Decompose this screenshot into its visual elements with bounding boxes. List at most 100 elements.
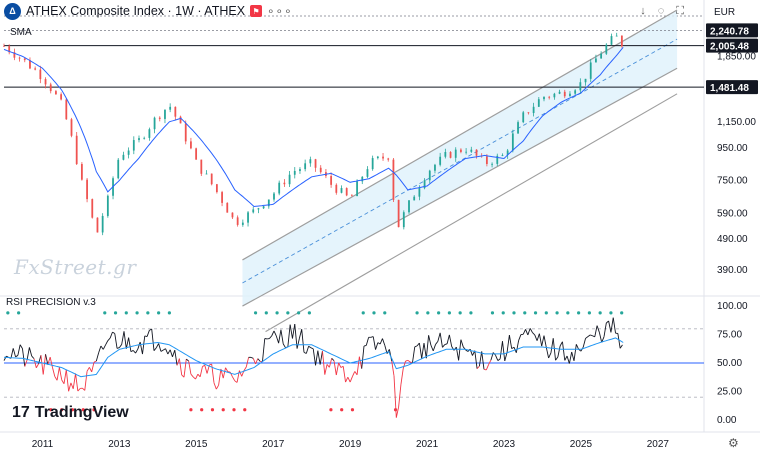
rsi-segment (315, 350, 319, 366)
arrow-down-icon[interactable]: ↓ (640, 5, 646, 17)
rsi-segment (58, 367, 63, 380)
candle-body (13, 52, 16, 58)
rsi-segment (564, 355, 568, 361)
rsi-signal-dot-green (533, 311, 538, 315)
candle-body (361, 176, 364, 182)
rsi-segment (552, 338, 556, 361)
candle-body (169, 106, 172, 110)
rsi-segment (12, 348, 16, 357)
candle-body (106, 195, 109, 216)
tradingview-branding[interactable]: 17 TradingView (12, 404, 129, 422)
candle-body (195, 148, 198, 160)
sma-indicator-label[interactable]: SMA (10, 27, 32, 38)
candle-body (39, 69, 42, 80)
rsi-segment (478, 351, 483, 367)
rsi-segment (322, 350, 326, 375)
candle-body (132, 140, 135, 151)
candle-body (439, 156, 442, 165)
candle-body (600, 53, 603, 59)
rsi-segment (608, 320, 612, 333)
rsi-segment (245, 357, 250, 367)
price-tick-label: 750.00 (717, 175, 748, 186)
rsi-signal-dot-green (469, 311, 473, 315)
channel-outer-line (265, 93, 678, 333)
candle-body (345, 188, 348, 196)
rsi-signal-dot-green (307, 311, 311, 315)
candle-body (75, 135, 78, 165)
rsi-segment (453, 346, 457, 351)
candle-body (91, 199, 94, 218)
rsi-segment (398, 384, 402, 408)
rsi-segment (93, 360, 97, 363)
candle-body (184, 123, 187, 142)
candle-body (517, 122, 519, 134)
candle-body (138, 138, 140, 141)
settings-icon[interactable]: ⚙ (728, 436, 739, 450)
rsi-segment (541, 335, 545, 347)
fullscreen-icon[interactable]: ⛶ (676, 5, 684, 17)
rsi-segment (176, 358, 180, 366)
rsi-segment (550, 338, 554, 353)
rsi-segment (142, 335, 146, 355)
rsi-signal-dot-green (555, 311, 559, 315)
rsi-segment (100, 345, 104, 350)
candle-body (454, 149, 457, 158)
candle-body (158, 117, 161, 119)
rsi-signal-dot-green (490, 311, 495, 315)
rsi-segment (238, 370, 243, 377)
rsi-segment (199, 366, 203, 377)
rsi-segment (379, 338, 383, 345)
rsi-segment (146, 330, 150, 337)
rsi-signal-dot-green (146, 311, 150, 315)
time-axis-label: 2011 (32, 439, 54, 450)
rsi-segment (442, 344, 446, 348)
rsi-segment (17, 344, 21, 356)
tradingview-logo-icon: 17 (12, 404, 30, 421)
rsi-segment (33, 358, 37, 368)
rsi-segment (518, 334, 522, 341)
rsi-segment (102, 344, 106, 350)
candle-body (101, 215, 104, 233)
rsi-segment (250, 356, 254, 359)
rsi-segment (525, 329, 529, 336)
rsi-pane-title[interactable]: RSI PRECISION v.3 (6, 297, 96, 308)
rsi-segment (508, 334, 513, 349)
rsi-signal-dot-green (415, 311, 419, 315)
rsi-segment (63, 369, 67, 384)
rsi-segment (418, 343, 423, 359)
candle-body (267, 199, 270, 207)
tradingview-name: TradingView (34, 404, 129, 421)
rsi-segment (86, 367, 90, 372)
rsi-signal-dot-green (426, 311, 430, 315)
rsi-segment (319, 350, 323, 365)
camera-icon[interactable]: ◌ (657, 5, 665, 17)
candle-body (569, 93, 571, 97)
rsi-segment (70, 382, 74, 389)
rsi-segment (40, 355, 44, 375)
rsi-segment (275, 335, 280, 344)
more-dots-icon[interactable]: ∘∘∘ (267, 4, 293, 18)
rsi-signal-dot-red (60, 408, 64, 412)
rsi-segment (423, 343, 427, 359)
rsi-segment (243, 366, 247, 371)
currency-label[interactable]: EUR (714, 7, 736, 18)
candle-body (314, 159, 317, 168)
rsi-segment (35, 363, 40, 369)
candle-body (231, 212, 234, 218)
candle-body (574, 90, 577, 94)
symbol-title[interactable]: ATHEX Composite Index · 1W · ATHEX (26, 4, 246, 18)
rsi-segment (504, 352, 508, 362)
rsi-segment (582, 338, 586, 348)
rsi-signal-dot-red (340, 408, 344, 412)
candle-body (70, 119, 73, 136)
rsi-segment (499, 341, 503, 359)
candle-body (366, 169, 369, 177)
candle-body (408, 200, 410, 213)
rsi-segment (232, 376, 236, 382)
candle-body (444, 151, 447, 157)
rsi-segment (262, 338, 266, 362)
time-axis-label: 2015 (185, 439, 208, 450)
flag-icon[interactable]: ⚑ (250, 5, 263, 17)
rsi-segment (412, 346, 416, 363)
